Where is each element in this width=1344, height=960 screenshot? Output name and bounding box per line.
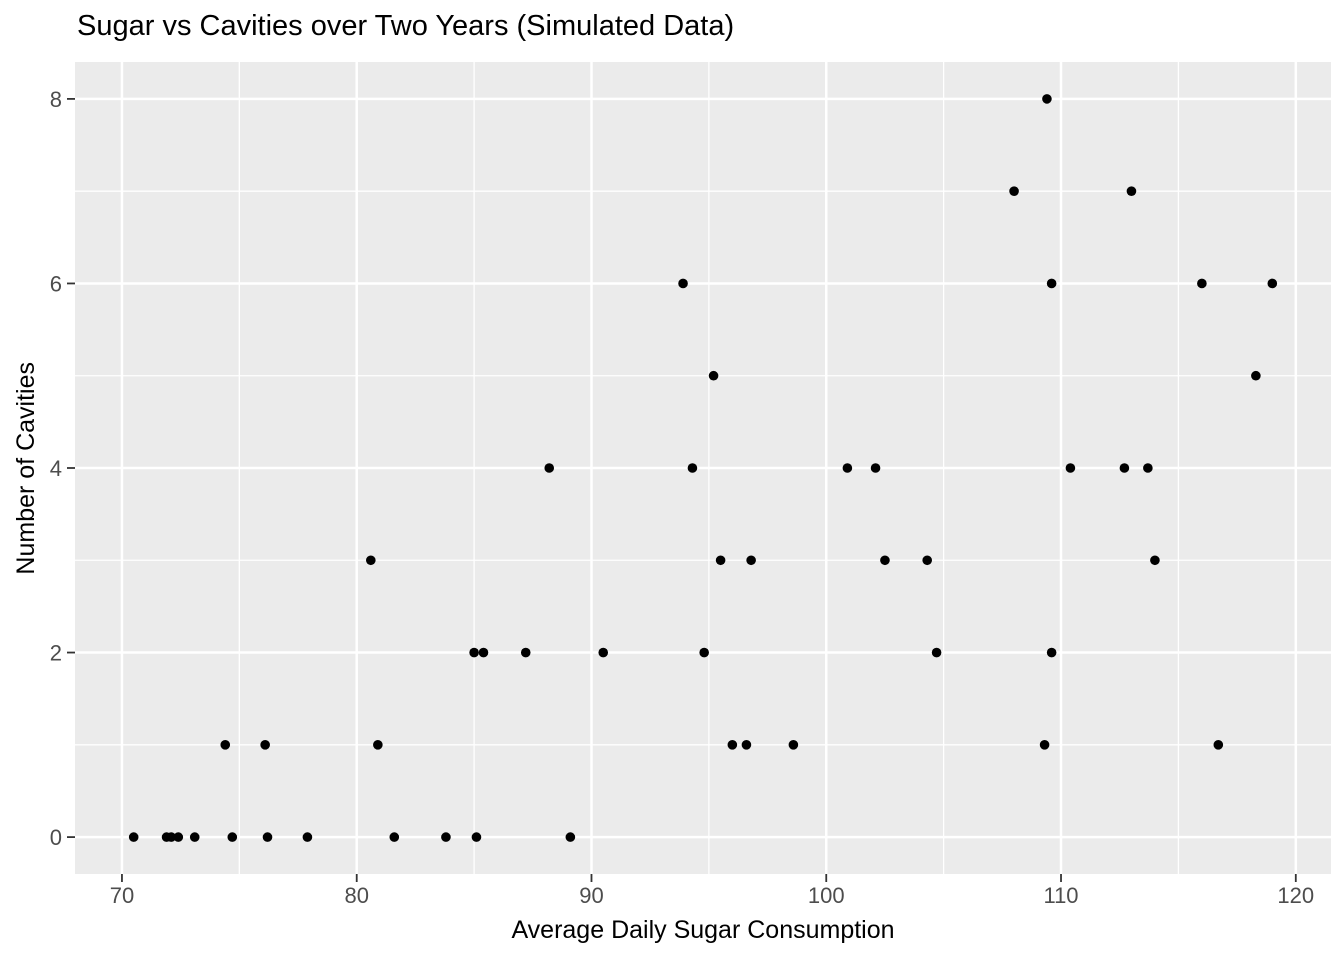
- data-point: [687, 463, 698, 473]
- data-point: [727, 740, 738, 750]
- data-point: [715, 555, 726, 566]
- data-point: [922, 555, 933, 566]
- data-point: [1046, 647, 1057, 658]
- data-point: [565, 832, 576, 842]
- data-point: [1039, 740, 1050, 750]
- data-point: [173, 832, 184, 842]
- data-point: [870, 463, 881, 473]
- data-point: [842, 463, 853, 473]
- x-axis-title: Average Daily Sugar Consumption: [511, 916, 895, 944]
- data-point: [262, 832, 273, 842]
- x-tick-label: 90: [579, 883, 603, 908]
- y-axis-title-wrap: Number of Cavities: [10, 62, 42, 874]
- x-tick-label: 80: [344, 883, 368, 908]
- data-point: [1213, 740, 1224, 750]
- data-point: [544, 463, 555, 473]
- data-point: [260, 740, 270, 750]
- data-point: [1150, 555, 1160, 566]
- y-tick-label: 0: [50, 825, 62, 850]
- data-point: [441, 832, 451, 842]
- data-point: [1251, 370, 1261, 381]
- y-tick-label: 8: [50, 87, 62, 112]
- x-tick-label: 70: [110, 883, 134, 908]
- data-point: [678, 278, 688, 289]
- x-tick-label: 100: [808, 883, 845, 908]
- data-point: [1009, 186, 1019, 196]
- y-tick-label: 4: [50, 456, 62, 481]
- data-point: [227, 832, 238, 842]
- data-point: [366, 555, 376, 566]
- data-point: [708, 370, 719, 381]
- y-tick-label: 6: [50, 271, 62, 296]
- data-point: [389, 832, 400, 842]
- data-point: [189, 832, 200, 842]
- y-tick-label: 2: [50, 641, 62, 666]
- data-point: [1065, 463, 1076, 473]
- data-point: [128, 832, 139, 842]
- data-point: [1046, 278, 1057, 289]
- data-point: [1197, 278, 1207, 289]
- data-point: [166, 832, 177, 842]
- data-point: [469, 647, 479, 658]
- data-point: [1119, 463, 1130, 473]
- data-point: [220, 740, 231, 750]
- data-point: [880, 555, 890, 566]
- data-point: [598, 647, 609, 658]
- x-tick-label: 120: [1277, 883, 1314, 908]
- data-point: [1126, 186, 1137, 196]
- data-point: [788, 740, 799, 750]
- data-point: [302, 832, 313, 842]
- x-tick-label: 110: [1043, 883, 1078, 908]
- data-point: [373, 740, 383, 750]
- data-point: [1143, 463, 1153, 473]
- data-point: [746, 555, 756, 566]
- data-point: [741, 740, 752, 750]
- data-point: [1042, 94, 1052, 104]
- data-point: [478, 647, 489, 658]
- y-axis-title: Number of Cavities: [11, 361, 40, 575]
- data-point: [471, 832, 482, 842]
- data-point: [699, 647, 709, 658]
- data-point: [1267, 278, 1278, 289]
- chart-title: Sugar vs Cavities over Two Years (Simula…: [77, 10, 735, 42]
- data-point: [931, 647, 942, 658]
- data-point: [520, 647, 531, 658]
